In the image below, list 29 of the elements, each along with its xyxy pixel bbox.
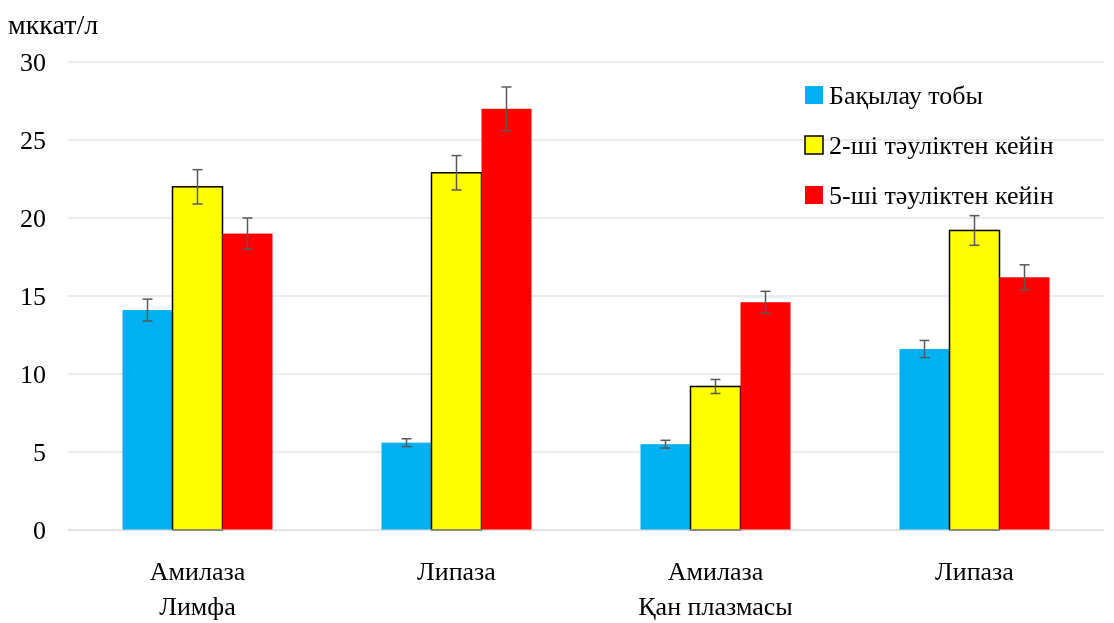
bar	[999, 277, 1050, 530]
text: Лимфа	[159, 592, 237, 621]
bar	[222, 233, 273, 530]
x-tick-label: Амилаза	[667, 557, 764, 586]
y-tick-label: 20	[20, 204, 46, 234]
y-tick-label: 5	[33, 438, 46, 468]
bar	[689, 385, 742, 531]
bar	[481, 108, 532, 530]
text: Қан плазмасы	[638, 592, 793, 621]
y-tick-label: 0	[33, 516, 46, 546]
bar	[740, 302, 791, 530]
bar	[171, 186, 224, 531]
bar	[430, 172, 483, 531]
x-tick-label: Липаза	[417, 557, 497, 586]
x-tick-label: Амилаза	[149, 557, 246, 586]
bar	[640, 444, 691, 530]
legend-label: 2-ші тәуліктен кейін	[829, 131, 1054, 161]
legend-label: 5-ші тәуліктен кейін	[829, 181, 1054, 211]
bar	[948, 229, 1001, 531]
x-tick-label: Липаза	[935, 557, 1015, 586]
legend-label: Бақылау тобы	[829, 81, 983, 111]
y-tick-label: 15	[20, 282, 46, 312]
y-axis-title: мккат/л	[8, 9, 99, 40]
bar	[381, 442, 432, 530]
y-tick-label: 30	[20, 48, 46, 78]
bar	[122, 310, 173, 530]
bar	[899, 349, 950, 530]
y-tick-label: 10	[20, 360, 46, 390]
y-tick-label: 25	[20, 126, 46, 156]
